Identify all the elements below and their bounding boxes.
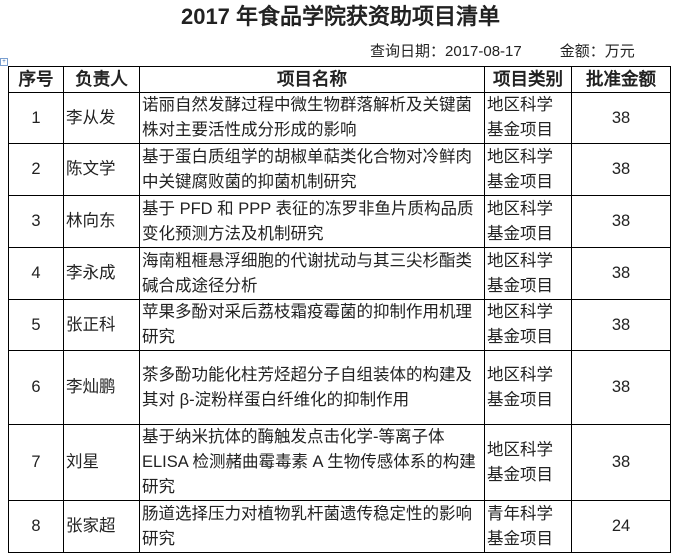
row-no: 1 bbox=[8, 92, 64, 144]
row-category: 地区科学基金项目 bbox=[484, 299, 572, 351]
table-row: 4 李永成 海南粗榧悬浮细胞的代谢扰动与其三尖杉酯类碱合成途径分析 地区科学基金项目 3… bbox=[8, 247, 671, 300]
table-row: 6 李灿鹏 茶多酚功能化柱芳烃超分子自组装体的构建及其对 β-淀粉样蛋白纤维化的抑制… bbox=[8, 350, 671, 425]
row-person: 张家超 bbox=[63, 500, 140, 553]
row-category: 地区科学基金项目 bbox=[484, 195, 572, 248]
document-title: 2017 年食品学院获资助项目清单 bbox=[180, 4, 501, 29]
header-category: 项目类别 bbox=[484, 66, 572, 93]
row-no: 2 bbox=[8, 143, 64, 196]
row-project-name: 茶多酚功能化柱芳烃超分子自组装体的构建及其对 β-淀粉样蛋白纤维化的抑制作用 bbox=[139, 350, 485, 425]
row-project-name: 海南粗榧悬浮细胞的代谢扰动与其三尖杉酯类碱合成途径分析 bbox=[139, 247, 485, 300]
table-row: 8 张家超 肠道选择压力对植物乳杆菌遗传稳定性的影响研究 青年科学基金项目 24 bbox=[8, 500, 671, 553]
table-row: 3 林向东 基于 PFD 和 PPP 表征的冻罗非鱼片质构品质变化预测方法及机制研究… bbox=[8, 195, 671, 248]
row-no: 3 bbox=[8, 195, 64, 248]
row-amount: 38 bbox=[571, 247, 671, 300]
row-no: 8 bbox=[8, 500, 64, 553]
row-person: 张正科 bbox=[63, 299, 140, 351]
header-project-name: 项目名称 bbox=[139, 66, 485, 93]
row-amount: 38 bbox=[571, 299, 671, 351]
table-move-handle-icon[interactable]: + bbox=[0, 58, 8, 66]
row-category: 地区科学基金项目 bbox=[484, 92, 572, 144]
row-category: 地区科学基金项目 bbox=[484, 424, 572, 501]
row-category: 青年科学基金项目 bbox=[484, 500, 572, 553]
meta-line: 查询日期：2017-08-17 金额：万元 bbox=[370, 42, 635, 62]
row-category: 地区科学基金项目 bbox=[484, 143, 572, 196]
table-header-row: 序号 负责人 项目名称 项目类别 批准金额 bbox=[8, 66, 671, 93]
row-no: 6 bbox=[8, 350, 64, 425]
row-person: 李从发 bbox=[63, 92, 140, 144]
header-no: 序号 bbox=[8, 66, 64, 93]
row-person: 陈文学 bbox=[63, 143, 140, 196]
row-no: 4 bbox=[8, 247, 64, 300]
row-no: 7 bbox=[8, 424, 64, 501]
table-row: 1 李从发 诺丽自然发酵过程中微生物群落解析及关键菌株对主要活性成分形成的影响 地区科… bbox=[8, 92, 671, 144]
row-person: 李灿鹏 bbox=[63, 350, 140, 425]
row-amount: 38 bbox=[571, 424, 671, 501]
header-amount: 批准金额 bbox=[571, 66, 671, 93]
row-amount: 38 bbox=[571, 92, 671, 144]
row-person: 林向东 bbox=[63, 195, 140, 248]
row-category: 地区科学基金项目 bbox=[484, 247, 572, 300]
table-row: 5 张正科 苹果多酚对采后荔枝霜疫霉菌的抑制作用机理研究 地区科学基金项目 38 bbox=[8, 299, 671, 351]
header-person: 负责人 bbox=[63, 66, 140, 93]
amount-unit: 金额：万元 bbox=[559, 43, 635, 60]
row-amount: 38 bbox=[571, 350, 671, 425]
row-category: 地区科学基金项目 bbox=[484, 350, 572, 425]
row-project-name: 肠道选择压力对植物乳杆菌遗传稳定性的影响研究 bbox=[139, 500, 485, 553]
row-amount: 38 bbox=[571, 195, 671, 248]
projects-table: 序号 负责人 项目名称 项目类别 批准金额 1 李从发 诺丽自然发酵过程中微生物群落… bbox=[8, 66, 671, 553]
row-project-name: 苹果多酚对采后荔枝霜疫霉菌的抑制作用机理研究 bbox=[139, 299, 485, 351]
row-person: 李永成 bbox=[63, 247, 140, 300]
table-row: 2 陈文学 基于蛋白质组学的胡椒单萜类化合物对冷鲜肉中关键腐败菌的抑菌机制研究 地区科… bbox=[8, 143, 671, 196]
row-person: 刘星 bbox=[63, 424, 140, 501]
row-amount: 38 bbox=[571, 143, 671, 196]
row-project-name: 基于蛋白质组学的胡椒单萜类化合物对冷鲜肉中关键腐败菌的抑菌机制研究 bbox=[139, 143, 485, 196]
row-no: 5 bbox=[8, 299, 64, 351]
row-project-name: 诺丽自然发酵过程中微生物群落解析及关键菌株对主要活性成分形成的影响 bbox=[139, 92, 485, 144]
query-date: 查询日期：2017-08-17 bbox=[370, 43, 522, 60]
row-project-name: 基于 PFD 和 PPP 表征的冻罗非鱼片质构品质变化预测方法及机制研究 bbox=[139, 195, 485, 248]
row-amount: 24 bbox=[571, 500, 671, 553]
table-row: 7 刘星 基于纳米抗体的酶触发点击化学-等离子体 ELISA 检测赭曲霉毒素 A 生… bbox=[8, 424, 671, 501]
row-project-name: 基于纳米抗体的酶触发点击化学-等离子体 ELISA 检测赭曲霉毒素 A 生物传感… bbox=[139, 424, 485, 501]
